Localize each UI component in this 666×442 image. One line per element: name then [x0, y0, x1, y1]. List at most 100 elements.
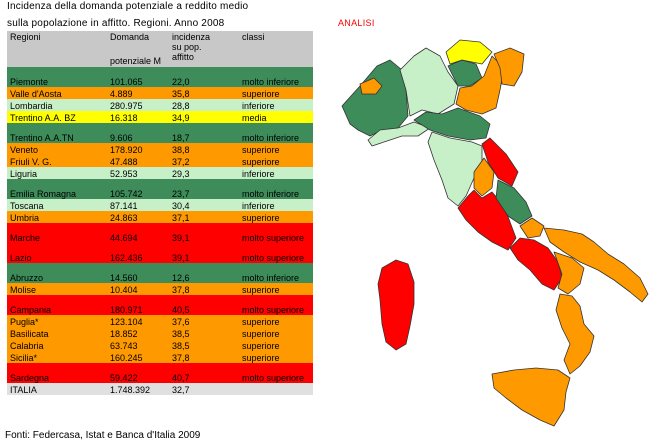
map-region-piemonte	[341, 59, 409, 137]
table-row: Valle d'Aosta 4.889 35,8 superiore	[7, 87, 313, 99]
cell-classe: molto inferiore	[242, 273, 300, 283]
cell-domanda: 160.245	[110, 353, 143, 363]
cell-incidenza: 38,5	[172, 329, 190, 339]
cell-domanda: 24.863	[110, 213, 138, 223]
cell-incidenza: 39,1	[172, 253, 190, 263]
cell-region: Basilicata	[10, 329, 49, 339]
cell-domanda: 18.852	[110, 329, 138, 339]
cell-incidenza: 37,8	[172, 285, 190, 295]
table-row: Basilicata 18.852 38,5 superiore	[7, 327, 313, 339]
cell-incidenza: 39,1	[172, 233, 190, 243]
cell-region: Calabria	[10, 341, 44, 351]
header-incidenza-2: su pop.	[172, 42, 202, 52]
table-row: Puglia* 123.104 37,6 superiore	[7, 315, 313, 327]
cell-domanda: 59.422	[110, 373, 138, 383]
map-region-toscana	[427, 131, 483, 207]
cell-incidenza: 23,7	[172, 189, 190, 199]
cell-domanda: 280.975	[110, 101, 143, 111]
map-region-lombardia	[399, 47, 459, 117]
table-row: Trentino A.A.TN 9.606 18,7 molto inferiore	[7, 123, 313, 143]
chart-title-line-1: Incidenza della domanda potenziale a red…	[7, 1, 249, 12]
data-table: Regioni Domanda potenziale M incidenza s…	[7, 31, 313, 395]
cell-classe: superiore	[242, 317, 280, 327]
cell-classe: superiore	[242, 341, 280, 351]
cell-classe: superiore	[242, 145, 280, 155]
cell-region: Lazio	[10, 253, 32, 263]
cell-region: ITALIA	[10, 385, 37, 395]
cell-region: Liguria	[10, 169, 38, 179]
cell-incidenza: 38,5	[172, 341, 190, 351]
map-region-sicilia	[491, 367, 571, 427]
chart-title-line-2: sulla popolazione in affitto. Regioni. A…	[7, 18, 225, 29]
cell-classe: molto inferiore	[242, 77, 300, 87]
table-row: Sicilia* 160.245 37,8 superiore	[7, 351, 313, 363]
table-row: Calabria 63.743 38,5 superiore	[7, 339, 313, 351]
cell-classe: molto superiore	[242, 253, 305, 263]
italy-map	[341, 39, 649, 427]
cell-region: Sicilia*	[10, 353, 38, 363]
cell-classe: molto inferiore	[242, 189, 300, 199]
cell-classe: superiore	[242, 353, 280, 363]
header-domanda-top: Domanda	[110, 32, 150, 42]
table-total-row: ITALIA 1.748.392 32,7	[7, 383, 313, 395]
map-region-umbria	[473, 157, 495, 197]
cell-domanda: 4.889	[110, 89, 133, 99]
cell-incidenza: 38,8	[172, 145, 190, 155]
map-region-valle-daosta	[359, 77, 383, 95]
cell-region: Veneto	[10, 145, 39, 155]
cell-incidenza: 34,9	[172, 113, 190, 123]
table-row: Sardegna 59.422 40,7 molto superiore	[7, 363, 313, 383]
cell-region: Toscana	[10, 201, 44, 211]
cell-region: Friuli V. G.	[10, 157, 52, 167]
cell-incidenza: 22,0	[172, 77, 190, 87]
table-row: Campania 180.971 40,5 molto superiore	[7, 295, 313, 315]
cell-region: Abruzzo	[10, 273, 44, 283]
cell-region: Sardegna	[10, 373, 50, 383]
table-row: Lazio 162.436 39,1 molto superiore	[7, 243, 313, 263]
map-region-calabria	[555, 293, 595, 375]
header-domanda: Domanda potenziale M	[107, 31, 169, 67]
cell-incidenza: 29,3	[172, 169, 190, 179]
cell-domanda: 180.971	[110, 305, 143, 315]
cell-domanda: 10.404	[110, 285, 138, 295]
table-row: Umbria 24.863 37,1 superiore	[7, 211, 313, 223]
cell-incidenza: 37,2	[172, 157, 190, 167]
cell-domanda: 178.920	[110, 145, 143, 155]
cell-region: Marche	[10, 233, 41, 243]
cell-domanda: 52.953	[110, 169, 138, 179]
table-row: Veneto 178.920 38,8 superiore	[7, 143, 313, 155]
cell-region: Campania	[10, 305, 52, 315]
cell-domanda: 101.065	[110, 77, 143, 87]
table-row: Abruzzo 14.560 12,6 molto inferiore	[7, 263, 313, 283]
cell-classe: superiore	[242, 285, 280, 295]
cell-classe: superiore	[242, 329, 280, 339]
table-row: Liguria 52.953 29,3 inferiore	[7, 167, 313, 179]
cell-region: Lombardia	[10, 101, 53, 111]
cell-incidenza: 12,6	[172, 273, 190, 283]
cell-classe: inferiore	[242, 169, 275, 179]
cell-classe: superiore	[242, 89, 280, 99]
table-row: Emilia Romagna 105.742 23,7 molto inferiore	[7, 179, 313, 199]
cell-region: Umbria	[10, 213, 40, 223]
table-row: Trentino A.A. BZ 16.318 34,9 media	[7, 111, 313, 123]
map-region-basilicata	[553, 251, 585, 295]
cell-domanda: 63.743	[110, 341, 138, 351]
cell-domanda: 44.694	[110, 233, 138, 243]
map-region-abruzzo	[495, 179, 533, 225]
table-row: Piemonte 101.065 22,0 molto inferiore	[7, 67, 313, 87]
cell-incidenza: 28,8	[172, 101, 190, 111]
map-region-marche	[481, 137, 519, 187]
header-incidenza: incidenza su pop. affitto	[169, 31, 239, 67]
table-row: Lombardia 280.975 28,8 inferiore	[7, 99, 313, 111]
cell-region: Molise	[10, 285, 37, 295]
table-row: Marche 44.694 39,1 molto superiore	[7, 223, 313, 243]
cell-incidenza: 37,6	[172, 317, 190, 327]
cell-domanda: 123.104	[110, 317, 143, 327]
cell-domanda: 16.318	[110, 113, 138, 123]
cell-region: Trentino A.A. BZ	[10, 113, 76, 123]
cell-domanda: 105.742	[110, 189, 143, 199]
cell-incidenza: 18,7	[172, 133, 190, 143]
cell-classe: media	[242, 113, 267, 123]
cell-incidenza: 37,8	[172, 353, 190, 363]
cell-domanda: 47.488	[110, 157, 138, 167]
